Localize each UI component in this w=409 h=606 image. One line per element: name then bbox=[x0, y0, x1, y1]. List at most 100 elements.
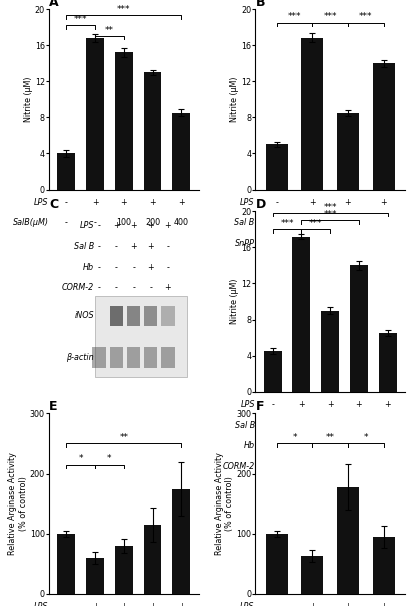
Text: *: * bbox=[107, 454, 112, 463]
Bar bbox=[321, 310, 339, 391]
Bar bbox=[292, 236, 310, 391]
Bar bbox=[110, 347, 123, 368]
Text: Hb: Hb bbox=[83, 262, 94, 271]
Bar bbox=[57, 153, 75, 190]
Bar bbox=[161, 305, 175, 326]
Text: ***: *** bbox=[324, 210, 337, 219]
Text: ***: *** bbox=[74, 15, 88, 24]
Text: LPS: LPS bbox=[34, 198, 49, 207]
Text: +: + bbox=[355, 400, 362, 409]
Bar bbox=[301, 556, 324, 594]
Text: +: + bbox=[345, 602, 351, 606]
Text: β-actin: β-actin bbox=[66, 353, 94, 362]
Text: Sal B: Sal B bbox=[74, 242, 94, 251]
Text: -: - bbox=[357, 462, 360, 471]
Text: -: - bbox=[275, 198, 278, 207]
Text: +: + bbox=[384, 400, 391, 409]
Text: ***: *** bbox=[324, 12, 337, 21]
Text: +: + bbox=[384, 462, 391, 471]
Text: -: - bbox=[98, 242, 101, 251]
Bar bbox=[337, 487, 359, 594]
Text: ***: *** bbox=[280, 219, 294, 228]
Text: LPS: LPS bbox=[79, 221, 94, 230]
Text: +: + bbox=[121, 602, 127, 606]
Text: +: + bbox=[121, 198, 127, 207]
Bar bbox=[373, 537, 395, 594]
Bar bbox=[379, 333, 397, 391]
Text: -: - bbox=[386, 441, 389, 450]
Text: -: - bbox=[329, 462, 332, 471]
Text: +: + bbox=[298, 400, 305, 409]
Text: *: * bbox=[292, 433, 297, 442]
Text: SnPP: SnPP bbox=[235, 239, 255, 248]
Bar bbox=[94, 296, 187, 378]
Text: -: - bbox=[98, 221, 101, 230]
Text: +: + bbox=[309, 602, 316, 606]
Text: -: - bbox=[98, 262, 101, 271]
Text: iNOS: iNOS bbox=[74, 311, 94, 321]
Text: -: - bbox=[65, 219, 68, 227]
Text: ***: *** bbox=[324, 202, 337, 211]
Text: F: F bbox=[255, 401, 264, 413]
Text: ***: *** bbox=[288, 12, 301, 21]
Text: Sal B: Sal B bbox=[234, 219, 255, 227]
Text: C: C bbox=[49, 198, 58, 211]
Text: -: - bbox=[300, 441, 303, 450]
Text: -: - bbox=[275, 239, 278, 248]
Bar bbox=[266, 534, 288, 594]
Text: -: - bbox=[271, 462, 274, 471]
Text: 100: 100 bbox=[116, 219, 131, 227]
Text: +: + bbox=[147, 221, 154, 230]
Bar bbox=[144, 305, 157, 326]
Text: +: + bbox=[178, 602, 184, 606]
Text: -: - bbox=[115, 262, 118, 271]
Text: -: - bbox=[386, 421, 389, 430]
Text: -: - bbox=[300, 421, 303, 430]
Text: -: - bbox=[329, 441, 332, 450]
Text: 200: 200 bbox=[145, 219, 160, 227]
Text: -: - bbox=[115, 284, 118, 293]
Text: +: + bbox=[149, 198, 156, 207]
Text: +: + bbox=[147, 242, 154, 251]
Bar bbox=[161, 347, 175, 368]
Bar bbox=[301, 38, 324, 190]
Text: +: + bbox=[355, 441, 362, 450]
Text: Sal B: Sal B bbox=[235, 421, 255, 430]
Text: **: ** bbox=[105, 25, 114, 35]
Text: +: + bbox=[147, 262, 154, 271]
Text: ***: *** bbox=[309, 219, 323, 228]
Text: +: + bbox=[380, 198, 387, 207]
Text: -: - bbox=[149, 284, 152, 293]
Text: LPS: LPS bbox=[34, 602, 49, 606]
Text: +: + bbox=[130, 242, 137, 251]
Text: +: + bbox=[345, 198, 351, 207]
Text: LPS: LPS bbox=[240, 198, 255, 207]
Text: -: - bbox=[132, 262, 135, 271]
Y-axis label: Relative Arginase Activity
(% of control): Relative Arginase Activity (% of control… bbox=[215, 452, 234, 555]
Text: -: - bbox=[94, 219, 97, 227]
Text: -: - bbox=[65, 198, 68, 207]
Text: CORM-2: CORM-2 bbox=[222, 462, 255, 471]
Y-axis label: Nitrite (μM): Nitrite (μM) bbox=[230, 279, 239, 324]
Text: D: D bbox=[255, 198, 266, 211]
Text: -: - bbox=[98, 284, 101, 293]
Bar bbox=[86, 558, 104, 594]
Text: ***: *** bbox=[117, 5, 130, 14]
Text: -: - bbox=[346, 239, 349, 248]
Bar bbox=[144, 525, 162, 594]
Text: +: + bbox=[130, 221, 137, 230]
Bar bbox=[92, 347, 106, 368]
Bar bbox=[264, 351, 281, 391]
Text: +: + bbox=[380, 219, 387, 227]
Text: ***: *** bbox=[359, 12, 373, 21]
Y-axis label: Relative Arginase Activity
(% of control): Relative Arginase Activity (% of control… bbox=[8, 452, 28, 555]
Bar bbox=[127, 347, 140, 368]
Text: +: + bbox=[92, 602, 99, 606]
Bar bbox=[144, 347, 157, 368]
Text: +: + bbox=[149, 602, 156, 606]
Text: -: - bbox=[311, 219, 314, 227]
Text: +: + bbox=[92, 198, 99, 207]
Text: E: E bbox=[49, 401, 58, 413]
Text: B: B bbox=[255, 0, 265, 9]
Text: +: + bbox=[355, 421, 362, 430]
